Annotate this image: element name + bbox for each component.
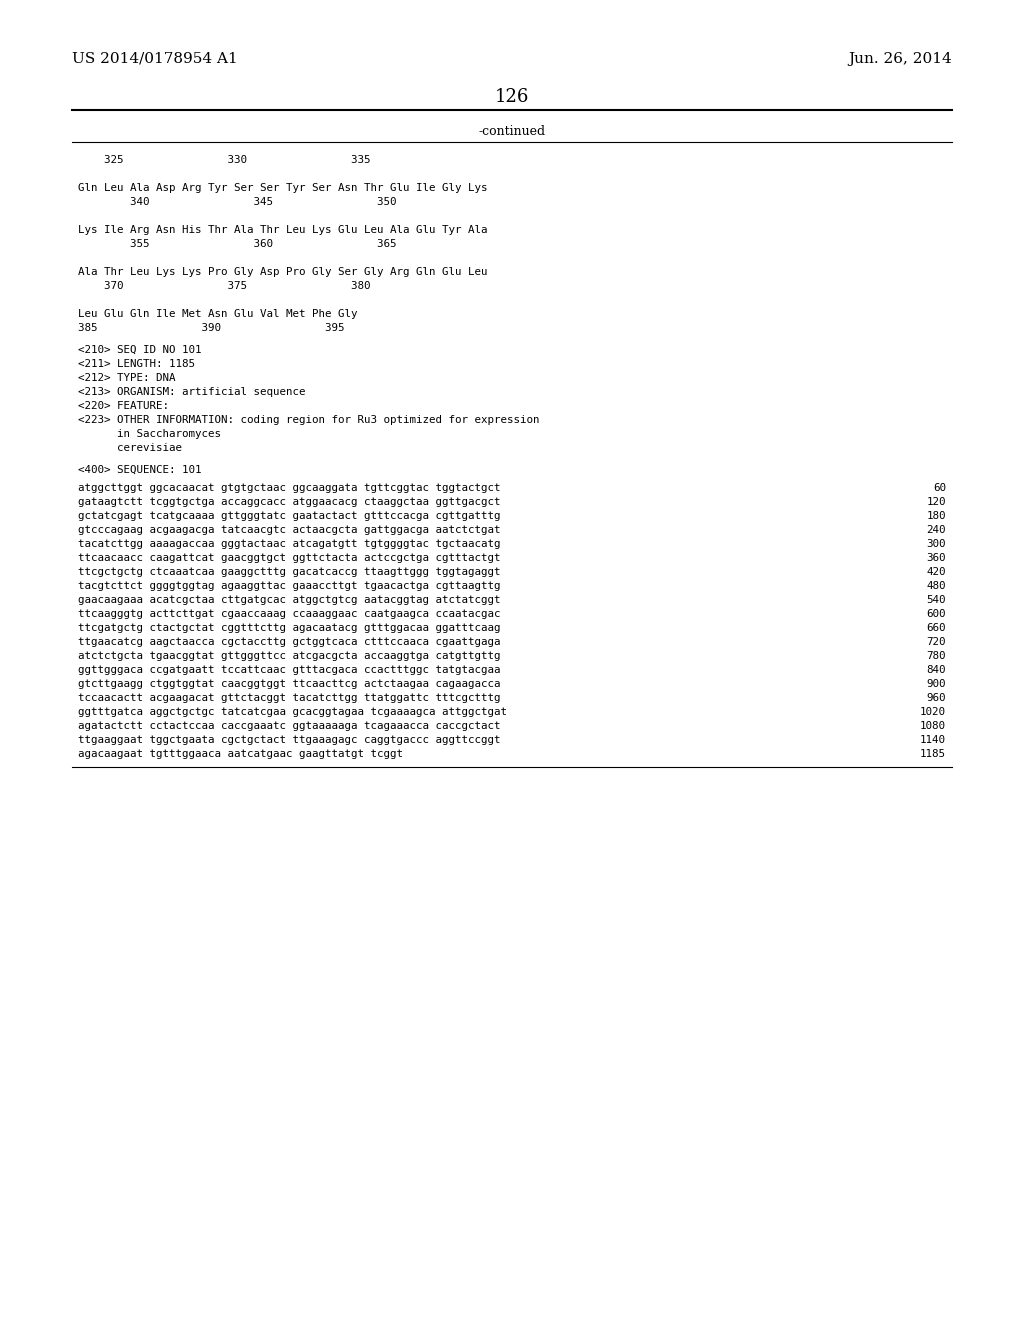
Text: Lys Ile Arg Asn His Thr Ala Thr Leu Lys Glu Leu Ala Glu Tyr Ala: Lys Ile Arg Asn His Thr Ala Thr Leu Lys … <box>78 224 487 235</box>
Text: ttcgctgctg ctcaaatcaa gaaggctttg gacatcaccg ttaagttggg tggtagaggt: ttcgctgctg ctcaaatcaa gaaggctttg gacatca… <box>78 568 501 577</box>
Text: 240: 240 <box>927 525 946 535</box>
Text: 780: 780 <box>927 651 946 661</box>
Text: 355                360                365: 355 360 365 <box>78 239 396 249</box>
Text: 660: 660 <box>927 623 946 634</box>
Text: <220> FEATURE:: <220> FEATURE: <box>78 401 169 411</box>
Text: 840: 840 <box>927 665 946 675</box>
Text: 960: 960 <box>927 693 946 704</box>
Text: Ala Thr Leu Lys Lys Pro Gly Asp Pro Gly Ser Gly Arg Gln Glu Leu: Ala Thr Leu Lys Lys Pro Gly Asp Pro Gly … <box>78 267 487 277</box>
Text: tacgtcttct ggggtggtag agaaggttac gaaaccttgt tgaacactga cgttaagttg: tacgtcttct ggggtggtag agaaggttac gaaacct… <box>78 581 501 591</box>
Text: 180: 180 <box>927 511 946 521</box>
Text: atggcttggt ggcacaacat gtgtgctaac ggcaaggata tgttcggtac tggtactgct: atggcttggt ggcacaacat gtgtgctaac ggcaagg… <box>78 483 501 492</box>
Text: <213> ORGANISM: artificial sequence: <213> ORGANISM: artificial sequence <box>78 387 305 397</box>
Text: 900: 900 <box>927 678 946 689</box>
Text: -continued: -continued <box>478 125 546 139</box>
Text: <400> SEQUENCE: 101: <400> SEQUENCE: 101 <box>78 465 202 475</box>
Text: ggttgggaca ccgatgaatt tccattcaac gtttacgaca ccactttggc tatgtacgaa: ggttgggaca ccgatgaatt tccattcaac gtttacg… <box>78 665 501 675</box>
Text: 120: 120 <box>927 498 946 507</box>
Text: ttgaaggaat tggctgaata cgctgctact ttgaaagagc caggtgaccc aggttccggt: ttgaaggaat tggctgaata cgctgctact ttgaaag… <box>78 735 501 744</box>
Text: 1140: 1140 <box>920 735 946 744</box>
Text: <212> TYPE: DNA: <212> TYPE: DNA <box>78 374 175 383</box>
Text: gctatcgagt tcatgcaaaa gttgggtatc gaatactact gtttccacga cgttgatttg: gctatcgagt tcatgcaaaa gttgggtatc gaatact… <box>78 511 501 521</box>
Text: ttcaagggtg acttcttgat cgaaccaaag ccaaaggaac caatgaagca ccaatacgac: ttcaagggtg acttcttgat cgaaccaaag ccaaagg… <box>78 609 501 619</box>
Text: <210> SEQ ID NO 101: <210> SEQ ID NO 101 <box>78 345 202 355</box>
Text: 480: 480 <box>927 581 946 591</box>
Text: <223> OTHER INFORMATION: coding region for Ru3 optimized for expression: <223> OTHER INFORMATION: coding region f… <box>78 414 540 425</box>
Text: US 2014/0178954 A1: US 2014/0178954 A1 <box>72 51 238 66</box>
Text: 340                345                350: 340 345 350 <box>78 197 396 207</box>
Text: Leu Glu Gln Ile Met Asn Glu Val Met Phe Gly: Leu Glu Gln Ile Met Asn Glu Val Met Phe … <box>78 309 357 319</box>
Text: gataagtctt tcggtgctga accaggcacc atggaacacg ctaaggctaa ggttgacgct: gataagtctt tcggtgctga accaggcacc atggaac… <box>78 498 501 507</box>
Text: atctctgcta tgaacggtat gttgggttcc atcgacgcta accaaggtga catgttgttg: atctctgcta tgaacggtat gttgggttcc atcgacg… <box>78 651 501 661</box>
Text: 370                375                380: 370 375 380 <box>78 281 371 290</box>
Text: cerevisiae: cerevisiae <box>78 444 182 453</box>
Text: in Saccharomyces: in Saccharomyces <box>78 429 221 440</box>
Text: 720: 720 <box>927 638 946 647</box>
Text: 1020: 1020 <box>920 708 946 717</box>
Text: 1185: 1185 <box>920 748 946 759</box>
Text: ttgaacatcg aagctaacca cgctaccttg gctggtcaca ctttccaaca cgaattgaga: ttgaacatcg aagctaacca cgctaccttg gctggtc… <box>78 638 501 647</box>
Text: ggtttgatca aggctgctgc tatcatcgaa gcacggtagaa tcgaaaagca attggctgat: ggtttgatca aggctgctgc tatcatcgaa gcacggt… <box>78 708 507 717</box>
Text: <211> LENGTH: 1185: <211> LENGTH: 1185 <box>78 359 195 370</box>
Text: ttcgatgctg ctactgctat cggtttcttg agacaatacg gtttggacaa ggatttcaag: ttcgatgctg ctactgctat cggtttcttg agacaat… <box>78 623 501 634</box>
Text: tccaacactt acgaagacat gttctacggt tacatcttgg ttatggattc tttcgctttg: tccaacactt acgaagacat gttctacggt tacatct… <box>78 693 501 704</box>
Text: 385                390                395: 385 390 395 <box>78 323 344 333</box>
Text: gtcttgaagg ctggtggtat caacggtggt ttcaacttcg actctaagaa cagaagacca: gtcttgaagg ctggtggtat caacggtggt ttcaact… <box>78 678 501 689</box>
Text: 600: 600 <box>927 609 946 619</box>
Text: 1080: 1080 <box>920 721 946 731</box>
Text: tacatcttgg aaaagaccaa gggtactaac atcagatgtt tgtggggtac tgctaacatg: tacatcttgg aaaagaccaa gggtactaac atcagat… <box>78 539 501 549</box>
Text: 360: 360 <box>927 553 946 564</box>
Text: ttcaacaacc caagattcat gaacggtgct ggttctacta actccgctga cgtttactgt: ttcaacaacc caagattcat gaacggtgct ggttcta… <box>78 553 501 564</box>
Text: Gln Leu Ala Asp Arg Tyr Ser Ser Tyr Ser Asn Thr Glu Ile Gly Lys: Gln Leu Ala Asp Arg Tyr Ser Ser Tyr Ser … <box>78 183 487 193</box>
Text: 126: 126 <box>495 88 529 106</box>
Text: agatactctt cctactccaa caccgaaatc ggtaaaaaga tcagaaacca caccgctact: agatactctt cctactccaa caccgaaatc ggtaaaa… <box>78 721 501 731</box>
Text: gaacaagaaa acatcgctaa cttgatgcac atggctgtcg aatacggtag atctatcggt: gaacaagaaa acatcgctaa cttgatgcac atggctg… <box>78 595 501 605</box>
Text: 325                330                335: 325 330 335 <box>78 154 371 165</box>
Text: gtcccagaag acgaagacga tatcaacgtc actaacgcta gattggacga aatctctgat: gtcccagaag acgaagacga tatcaacgtc actaacg… <box>78 525 501 535</box>
Text: 540: 540 <box>927 595 946 605</box>
Text: 60: 60 <box>933 483 946 492</box>
Text: 420: 420 <box>927 568 946 577</box>
Text: agacaagaat tgtttggaaca aatcatgaac gaagttatgt tcggt: agacaagaat tgtttggaaca aatcatgaac gaagtt… <box>78 748 403 759</box>
Text: 300: 300 <box>927 539 946 549</box>
Text: Jun. 26, 2014: Jun. 26, 2014 <box>848 51 952 66</box>
